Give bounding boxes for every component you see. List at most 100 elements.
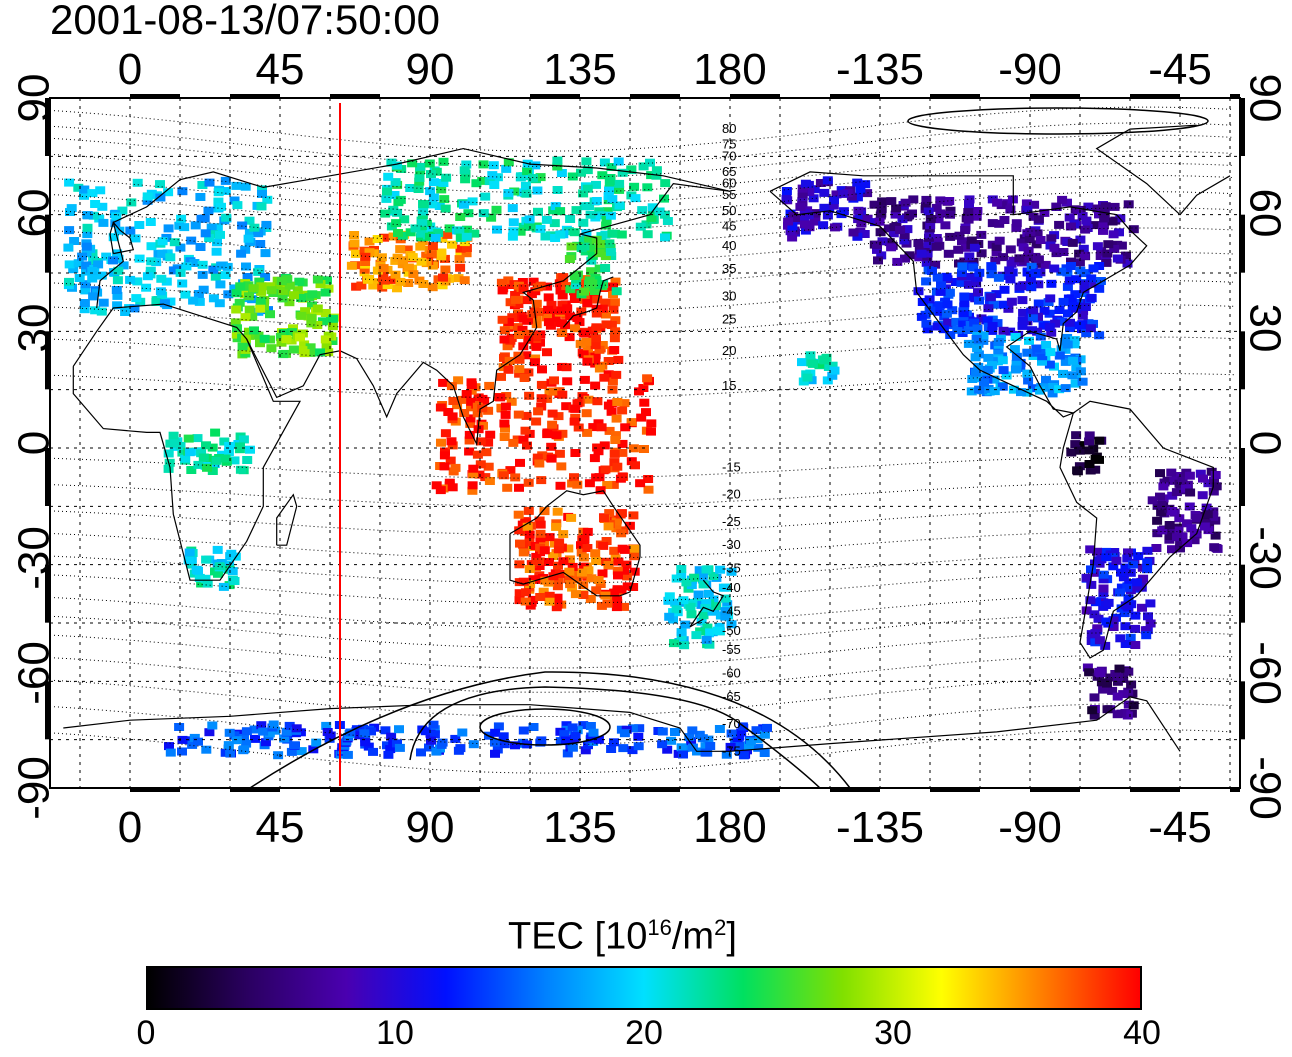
- tec-cell: [601, 310, 611, 319]
- tec-cell: [923, 207, 934, 216]
- tec-cell: [1122, 259, 1133, 268]
- tec-cell: [1085, 545, 1096, 554]
- tec-cell: [676, 743, 687, 752]
- tec-cell: [678, 596, 689, 605]
- tec-cell: [289, 741, 300, 750]
- tec-cell: [1063, 294, 1074, 303]
- bottom-longitude-label: 180: [693, 803, 766, 852]
- tec-cell: [900, 254, 910, 263]
- tec-cell: [550, 234, 561, 242]
- tec-cell: [95, 186, 106, 195]
- tec-cell: [606, 252, 617, 260]
- tec-cell: [596, 601, 607, 610]
- tec-cell: [590, 381, 601, 390]
- tec-cell: [1169, 476, 1180, 485]
- tec-cell: [933, 215, 944, 224]
- tec-cell: [483, 438, 494, 447]
- tec-cell: [963, 208, 974, 216]
- tec-cell: [1064, 276, 1075, 285]
- tec-cell: [1083, 202, 1094, 211]
- tec-cell: [453, 376, 464, 385]
- tec-cell: [540, 232, 551, 241]
- tec-cell: [223, 741, 234, 750]
- tec-cell: [1122, 583, 1133, 592]
- tec-cell: [579, 202, 590, 211]
- tec-cell: [611, 287, 622, 296]
- tec-cell: [618, 744, 629, 753]
- tec-cell: [1071, 431, 1082, 440]
- tec-cell: [566, 513, 577, 522]
- tec-cell: [953, 245, 964, 254]
- tec-cell: [617, 448, 628, 457]
- tec-cell: [982, 316, 993, 325]
- tec-cell: [364, 248, 375, 257]
- tec-cell: [350, 249, 361, 258]
- tec-cell: [818, 221, 829, 230]
- tec-cell: [212, 223, 223, 232]
- tec-cell: [815, 179, 826, 187]
- tec-cell: [627, 724, 638, 733]
- tec-cell: [601, 537, 612, 545]
- tec-cell: [524, 222, 534, 231]
- tec-cell: [435, 486, 446, 495]
- tec-cell: [985, 293, 996, 302]
- tec-cell: [474, 470, 485, 479]
- tec-cell: [342, 750, 353, 759]
- tec-cell: [448, 397, 459, 405]
- tec-cell: [785, 227, 796, 236]
- tec-cell: [239, 745, 250, 754]
- tec-cell: [363, 742, 374, 751]
- tec-cell: [660, 233, 670, 242]
- tec-cell: [204, 178, 215, 187]
- tec-cell: [446, 437, 457, 446]
- tec-cell: [886, 197, 897, 206]
- top-longitude-label: -90: [998, 45, 1062, 94]
- tec-cell: [583, 741, 593, 750]
- tec-cell: [532, 283, 543, 292]
- tec-cell: [993, 338, 1004, 346]
- tec-cell: [1155, 492, 1165, 501]
- tec-cell: [1155, 469, 1165, 478]
- tec-cell: [1210, 471, 1221, 479]
- tec-cell: [382, 281, 393, 290]
- tec-cell: [1109, 244, 1120, 253]
- tec-cell: [219, 437, 230, 446]
- tec-cell: [609, 449, 620, 458]
- tec-cell: [997, 382, 1008, 391]
- tec-cell: [597, 304, 608, 313]
- tec-cell: [971, 279, 982, 288]
- tec-cell: [155, 287, 166, 296]
- tec-cell: [424, 743, 434, 752]
- tec-cell: [583, 566, 594, 575]
- tec-cell: [925, 215, 936, 223]
- mlat-contour: [49, 572, 1235, 604]
- tec-cell: [809, 217, 820, 226]
- tec-cell: [1075, 266, 1086, 275]
- tec-cell: [502, 342, 513, 351]
- tec-cell: [966, 387, 977, 396]
- tec-cell: [935, 287, 946, 296]
- tec-cell: [753, 743, 764, 752]
- tec-cell: [855, 185, 866, 194]
- tec-cell: [578, 721, 589, 730]
- tec-cell: [125, 275, 136, 284]
- tec-cell: [609, 458, 620, 467]
- tec-cell: [1041, 375, 1051, 384]
- tec-cell: [440, 265, 451, 274]
- tec-cell: [1157, 526, 1168, 535]
- tec-cell: [599, 514, 609, 523]
- tec-cell: [605, 211, 616, 220]
- tec-cell: [1071, 275, 1082, 284]
- right-latitude-label: 30: [1241, 304, 1290, 353]
- tec-cell: [958, 309, 969, 318]
- tec-cell: [612, 462, 623, 471]
- tec-cell: [876, 204, 887, 213]
- tec-cell: [795, 202, 806, 211]
- tec-cell: [664, 592, 675, 601]
- coastline: [1059, 400, 1214, 659]
- tec-cell: [429, 725, 440, 734]
- tec-cell: [974, 296, 984, 305]
- tec-cell: [1186, 524, 1197, 533]
- tec-cell: [802, 373, 813, 382]
- tec-cell: [564, 567, 575, 576]
